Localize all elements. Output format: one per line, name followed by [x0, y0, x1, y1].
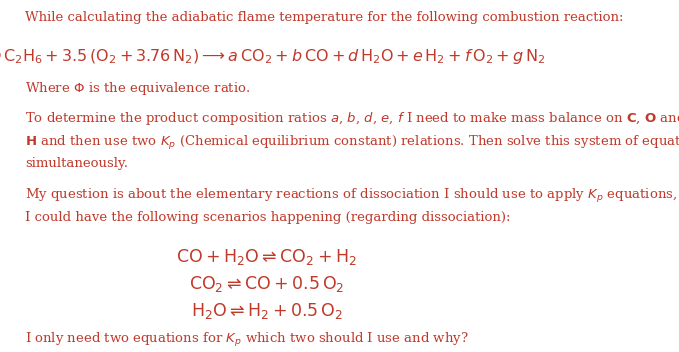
Text: $\mathrm{H_2O \rightleftharpoons H_2 + 0.5\,O_2}$: $\mathrm{H_2O \rightleftharpoons H_2 + 0…	[191, 301, 343, 321]
Text: $\mathrm{CO + H_2O \rightleftharpoons CO_2 + H_2}$: $\mathrm{CO + H_2O \rightleftharpoons CO…	[177, 247, 357, 267]
Text: simultaneously.: simultaneously.	[25, 157, 128, 170]
Text: $\Phi\,\mathrm{C_2H_6} + 3.5\,(\mathrm{O_2} + 3.76\,\mathrm{N_2}) \longrightarro: $\Phi\,\mathrm{C_2H_6} + 3.5\,(\mathrm{O…	[0, 47, 545, 66]
Text: To determine the product composition ratios $a$, $b$, $d$, $e$, $f$ I need to ma: To determine the product composition rat…	[25, 111, 679, 127]
Text: Where $\Phi$ is the equivalence ratio.: Where $\Phi$ is the equivalence ratio.	[25, 80, 251, 97]
Text: While calculating the adiabatic flame temperature for the following combustion r: While calculating the adiabatic flame te…	[25, 11, 624, 24]
Text: My question is about the elementary reactions of dissociation I should use to ap: My question is about the elementary reac…	[25, 187, 679, 206]
Text: $\mathbf{H}$ and then use two $K_p$ (Chemical equilibrium constant) relations. T: $\mathbf{H}$ and then use two $K_p$ (Che…	[25, 133, 679, 152]
Text: I could have the following scenarios happening (regarding dissociation):: I could have the following scenarios hap…	[25, 210, 511, 224]
Text: $\mathrm{CO_2 \rightleftharpoons CO + 0.5\,O_2}$: $\mathrm{CO_2 \rightleftharpoons CO + 0.…	[189, 274, 345, 294]
Text: I only need two equations for $K_p$ which two should I use and why?: I only need two equations for $K_p$ whic…	[25, 331, 469, 349]
